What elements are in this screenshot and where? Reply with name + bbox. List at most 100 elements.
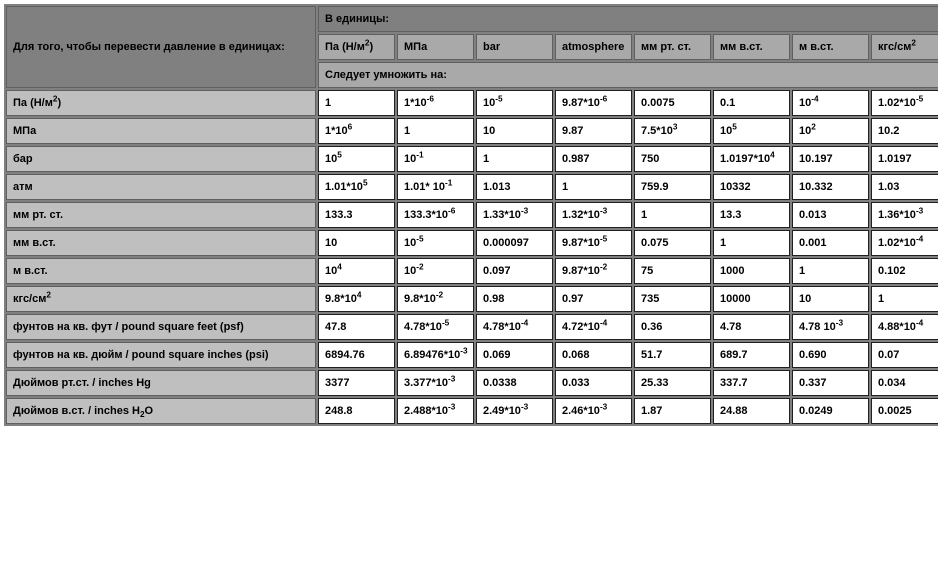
- data-cell: 1*10-6: [397, 90, 474, 116]
- table-row: МПа1*1061109.877.5*10310510210.2: [6, 118, 938, 144]
- col-header: bar: [476, 34, 553, 60]
- data-cell: 0.033: [555, 370, 632, 396]
- data-cell: 10-4: [792, 90, 869, 116]
- data-cell: 3377: [318, 370, 395, 396]
- data-cell: 0.068: [555, 342, 632, 368]
- table-header: Для того, чтобы перевести давление в еди…: [6, 6, 938, 88]
- data-cell: 1: [476, 146, 553, 172]
- table-row: мм рт. ст.133.3133.3*10-61.33*10-31.32*1…: [6, 202, 938, 228]
- data-cell: 1.33*10-3: [476, 202, 553, 228]
- data-cell: 0.013: [792, 202, 869, 228]
- data-cell: 248.8: [318, 398, 395, 424]
- data-cell: 10.332: [792, 174, 869, 200]
- data-cell: 1.02*10-5: [871, 90, 938, 116]
- data-cell: 1: [792, 258, 869, 284]
- data-cell: 133.3*10-6: [397, 202, 474, 228]
- corner-label: Для того, чтобы перевести давление в еди…: [6, 6, 316, 88]
- data-cell: 9.8*104: [318, 286, 395, 312]
- data-cell: 4.88*10-4: [871, 314, 938, 340]
- col-header: МПа: [397, 34, 474, 60]
- data-cell: 0.000097: [476, 230, 553, 256]
- col-header: м в.ст.: [792, 34, 869, 60]
- table-row: Дюймов в.ст. / inches H2O248.82.488*10-3…: [6, 398, 938, 424]
- data-cell: 9.87*10-2: [555, 258, 632, 284]
- data-cell: 750: [634, 146, 711, 172]
- col-header: Па (Н/м2): [318, 34, 395, 60]
- data-cell: 2.488*10-3: [397, 398, 474, 424]
- data-cell: 689.7: [713, 342, 790, 368]
- data-cell: 0.102: [871, 258, 938, 284]
- row-label: фунтов на кв. дюйм / pound square inches…: [6, 342, 316, 368]
- table-row: Па (Н/м2)11*10-610-59.87*10-60.00750.110…: [6, 90, 938, 116]
- table-body: Па (Н/м2)11*10-610-59.87*10-60.00750.110…: [6, 90, 938, 424]
- row-label: фунтов на кв. фут / pound square feet (p…: [6, 314, 316, 340]
- data-cell: 10-1: [397, 146, 474, 172]
- row-label: атм: [6, 174, 316, 200]
- data-cell: 133.3: [318, 202, 395, 228]
- table-row: м в.ст.10410-20.0979.87*10-275100010.102: [6, 258, 938, 284]
- data-cell: 9.87*10-5: [555, 230, 632, 256]
- pressure-conversion-table: Для того, чтобы перевести давление в еди…: [4, 4, 938, 426]
- data-cell: 24.88: [713, 398, 790, 424]
- table-row: атм1.01*1051.01* 10-11.0131759.91033210.…: [6, 174, 938, 200]
- data-cell: 1.02*10-4: [871, 230, 938, 256]
- data-cell: 9.87*10-6: [555, 90, 632, 116]
- data-cell: 10000: [713, 286, 790, 312]
- data-cell: 10: [318, 230, 395, 256]
- data-cell: 1*106: [318, 118, 395, 144]
- data-cell: 3.377*10-3: [397, 370, 474, 396]
- data-cell: 0.97: [555, 286, 632, 312]
- data-cell: 102: [792, 118, 869, 144]
- table-row: мм в.ст.1010-50.0000979.87*10-50.07510.0…: [6, 230, 938, 256]
- data-cell: 10.197: [792, 146, 869, 172]
- data-cell: 47.8: [318, 314, 395, 340]
- row-label: мм рт. ст.: [6, 202, 316, 228]
- data-cell: 4.78*10-5: [397, 314, 474, 340]
- data-cell: 4.78*10-4: [476, 314, 553, 340]
- row-label: бар: [6, 146, 316, 172]
- data-cell: 1000: [713, 258, 790, 284]
- data-cell: 0.0338: [476, 370, 553, 396]
- data-cell: 0.075: [634, 230, 711, 256]
- data-cell: 51.7: [634, 342, 711, 368]
- data-cell: 1.32*10-3: [555, 202, 632, 228]
- data-cell: 1.0197*104: [713, 146, 790, 172]
- data-cell: 2.49*10-3: [476, 398, 553, 424]
- table-row: Дюймов рт.ст. / inches Hg33773.377*10-30…: [6, 370, 938, 396]
- data-cell: 2.46*10-3: [555, 398, 632, 424]
- data-cell: 1.03: [871, 174, 938, 200]
- data-cell: 0.36: [634, 314, 711, 340]
- data-cell: 0.097: [476, 258, 553, 284]
- data-cell: 105: [318, 146, 395, 172]
- data-cell: 0.0075: [634, 90, 711, 116]
- data-cell: 735: [634, 286, 711, 312]
- data-cell: 10: [476, 118, 553, 144]
- row-label: м в.ст.: [6, 258, 316, 284]
- data-cell: 10-5: [397, 230, 474, 256]
- data-cell: 0.1: [713, 90, 790, 116]
- data-cell: 25.33: [634, 370, 711, 396]
- data-cell: 1.0197: [871, 146, 938, 172]
- data-cell: 0.0025: [871, 398, 938, 424]
- data-cell: 1: [713, 230, 790, 256]
- data-cell: 1.87: [634, 398, 711, 424]
- data-cell: 1: [871, 286, 938, 312]
- data-cell: 0.069: [476, 342, 553, 368]
- data-cell: 7.5*103: [634, 118, 711, 144]
- data-cell: 1: [555, 174, 632, 200]
- data-cell: 13.3: [713, 202, 790, 228]
- row-label: МПа: [6, 118, 316, 144]
- data-cell: 10-2: [397, 258, 474, 284]
- data-cell: 337.7: [713, 370, 790, 396]
- row-label: мм в.ст.: [6, 230, 316, 256]
- data-cell: 0.690: [792, 342, 869, 368]
- row-label: Па (Н/м2): [6, 90, 316, 116]
- data-cell: 0.034: [871, 370, 938, 396]
- data-cell: 9.87: [555, 118, 632, 144]
- data-cell: 0.98: [476, 286, 553, 312]
- data-cell: 104: [318, 258, 395, 284]
- table-row: фунтов на кв. дюйм / pound square inches…: [6, 342, 938, 368]
- data-cell: 1.01*105: [318, 174, 395, 200]
- data-cell: 0.07: [871, 342, 938, 368]
- data-cell: 9.8*10-2: [397, 286, 474, 312]
